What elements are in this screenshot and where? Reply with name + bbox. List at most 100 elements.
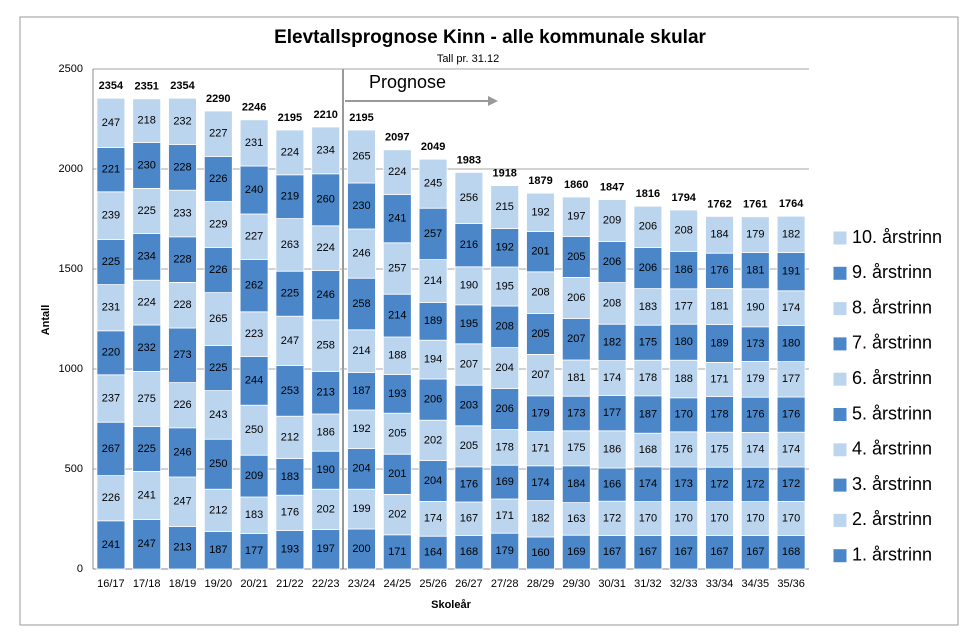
bar-segment [740,501,770,537]
legend-swatch [832,371,848,387]
bar-segment [239,496,269,534]
value-label: 177 [782,373,800,385]
bar-segment [776,290,806,326]
bar-segment [311,370,341,415]
bar-segment [203,246,233,293]
bar-segment [96,191,126,241]
bar-segment [597,199,627,242]
bar-segment [490,228,520,268]
x-tick-label: 33/34 [706,578,734,590]
value-label: 167 [603,546,621,558]
value-label: 180 [675,336,693,348]
value-label: 171 [388,546,406,558]
legend-label: 1. årstrinn [852,544,932,564]
bar-segment [418,419,448,462]
value-label: 241 [138,489,156,501]
x-tick-label: 17/18 [133,578,161,590]
value-label: 247 [138,538,156,550]
value-label: 225 [138,205,156,217]
bar-segment [96,374,126,423]
value-label: 226 [209,264,227,276]
value-label: 228 [173,254,191,266]
value-label: 241 [388,213,406,225]
x-tick-label: 21/22 [276,578,304,590]
value-label: 187 [639,408,657,420]
value-label: 171 [496,510,514,522]
value-label: 181 [746,265,764,277]
bar-segment [526,395,555,432]
bar-segment [669,501,699,537]
bar-segment [740,216,770,254]
bar-segment [454,535,484,570]
bar-segment [740,326,770,362]
bar-segment [454,171,484,224]
bar-segment [203,438,233,490]
bar-segment [418,158,448,209]
value-label: 229 [209,218,227,230]
legend-swatch [832,336,848,352]
value-label: 205 [567,251,585,263]
bar-segment [311,270,341,321]
x-tick-label: 23/24 [348,578,376,590]
bar-segment [168,427,197,478]
bar-segment [96,97,126,148]
value-label: 170 [782,512,800,524]
value-label: 204 [352,463,370,475]
value-label: 169 [567,546,585,558]
bar-segment [776,252,806,292]
value-label: 262 [245,280,263,292]
value-label: 200 [352,543,370,555]
value-label: 188 [675,373,693,385]
legend-label: 9. årstrinn [852,262,932,282]
bar-segment [275,494,305,531]
x-tick-label: 35/36 [777,578,805,590]
value-label: 193 [388,388,406,400]
value-label: 232 [173,115,191,127]
value-label: 247 [102,117,120,129]
value-label: 174 [424,513,442,525]
bar-segment [454,266,484,306]
bar-segment [561,534,591,570]
value-label: 176 [710,265,728,277]
value-label: 224 [281,146,299,158]
value-label: 227 [245,231,263,243]
value-label: 212 [209,504,227,516]
value-label: 186 [603,443,621,455]
value-label: 187 [209,544,227,556]
bar-segment [132,141,162,189]
value-label: 182 [782,228,800,240]
bar-segment [203,155,233,202]
value-label: 209 [603,214,621,226]
value-label: 258 [317,340,335,352]
x-tick-label: 19/20 [205,578,233,590]
value-label: 244 [245,375,263,387]
value-label: 239 [102,210,120,222]
bar-segment [203,292,233,347]
bar-segment [132,324,162,372]
value-label: 179 [496,545,514,557]
bar-segment [96,330,126,376]
value-label: 167 [639,546,657,558]
y-tick-label: 1000 [59,363,83,375]
value-label: 204 [496,362,514,374]
value-label: 257 [424,228,442,240]
bar-segment [633,288,663,326]
value-label: 206 [496,403,514,415]
bar-segment [239,311,269,357]
total-label: 1860 [564,179,588,191]
total-label: 2354 [99,80,124,92]
value-label: 206 [639,221,657,233]
total-label: 2210 [313,109,337,121]
bar-segment [740,466,770,503]
bar-segment [705,431,734,468]
value-label: 204 [424,475,442,487]
bar-segment [168,526,197,570]
value-label: 206 [603,256,621,268]
x-tick-label: 34/35 [742,578,770,590]
value-label: 170 [675,409,693,421]
bar-segment [239,258,269,313]
x-tick-label: 28/29 [527,578,555,590]
x-tick-label: 24/25 [384,578,412,590]
bar-segment [311,319,341,372]
